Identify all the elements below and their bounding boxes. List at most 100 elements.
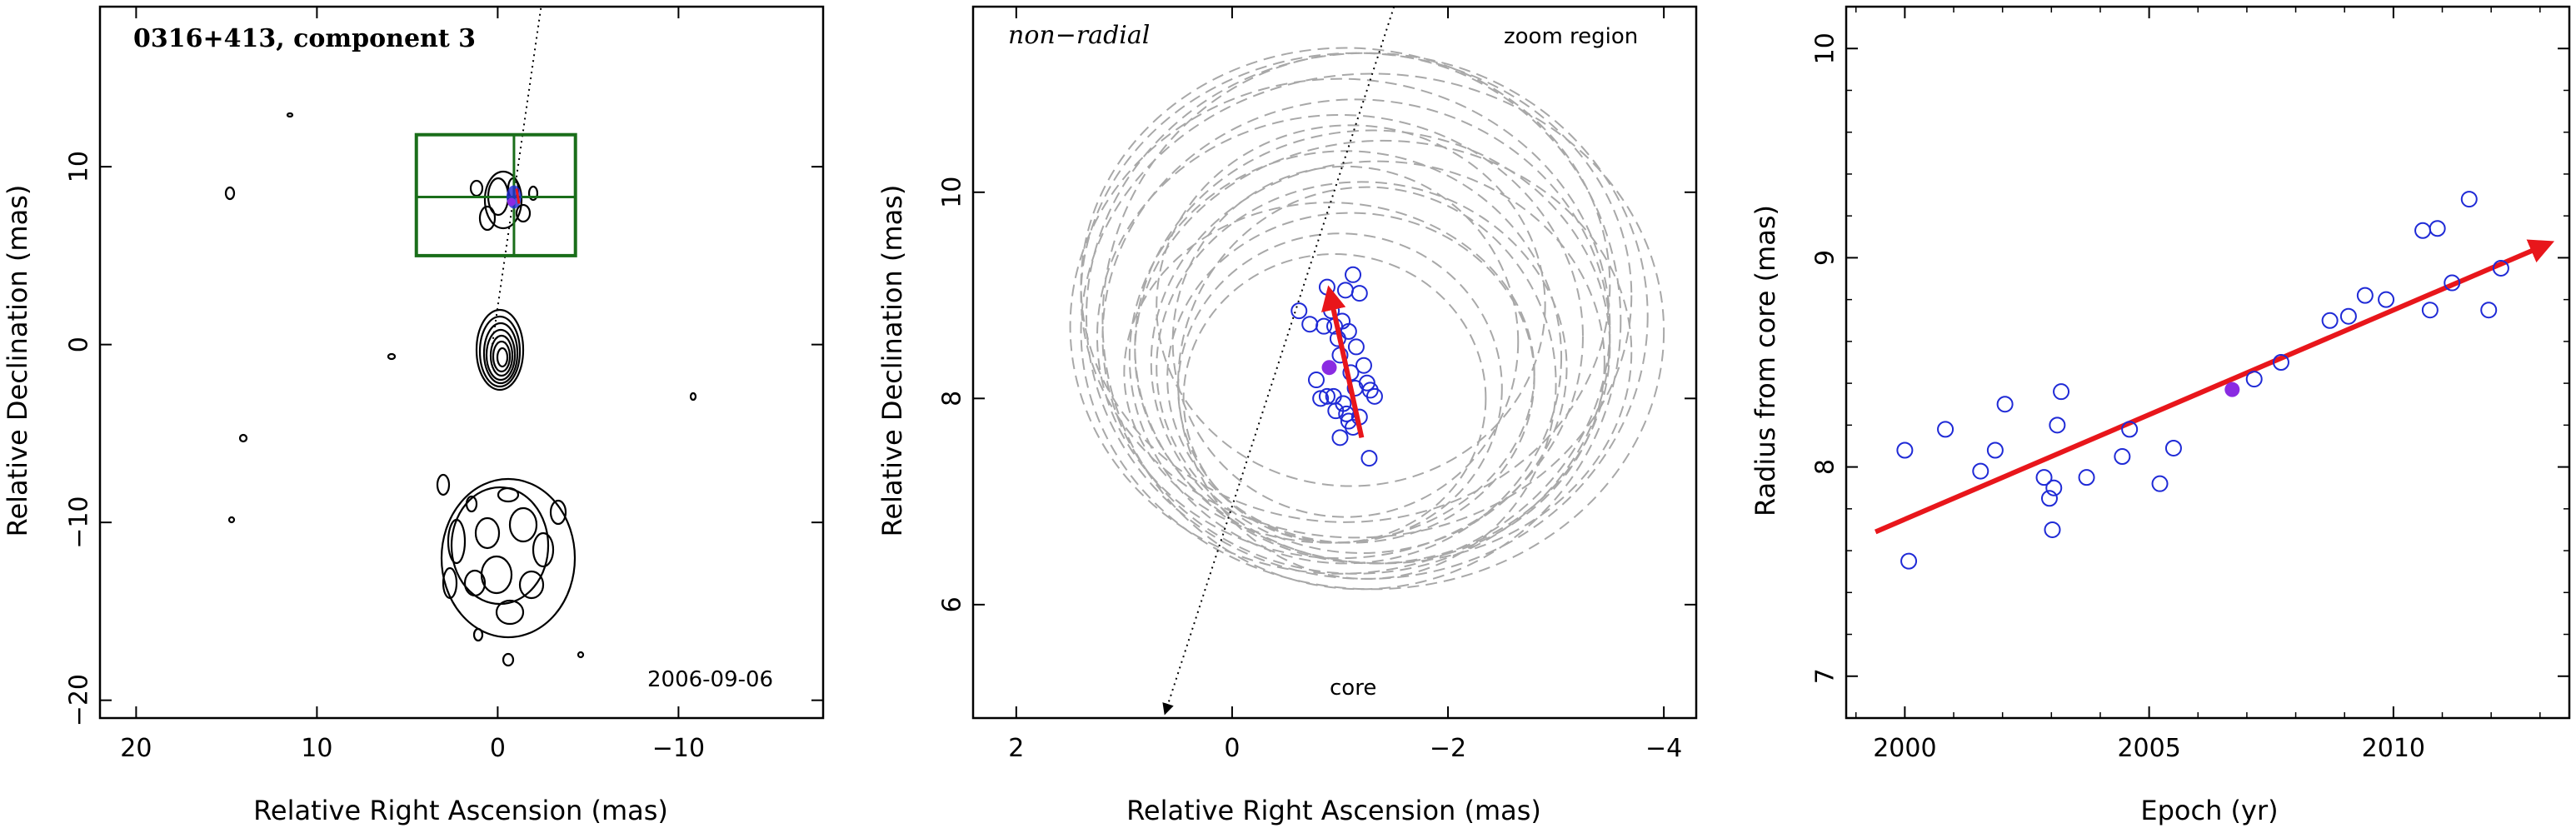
panel2-ytick-label: 10 [938, 177, 967, 208]
panel3-ytick-label: 8 [1811, 459, 1840, 475]
epoch-point [2492, 259, 2509, 277]
epoch-point [2040, 490, 2058, 507]
contour-panel: 20 10 0 −10 −20 −10 0 10 [65, 5, 825, 763]
epoch-point [1937, 421, 1954, 438]
panel1-ylabel: Relative Declination (mas) [2, 185, 33, 537]
panel1-xtick-label: 10 [301, 734, 332, 763]
panel2-xtick-label: 0 [1224, 734, 1240, 763]
epoch-point [2414, 222, 2432, 239]
panel2-xlabel: Relative Right Ascension (mas) [1126, 795, 1541, 826]
panel1-frame [98, 5, 825, 720]
panel1-xlabel: Relative Right Ascension (mas) [253, 795, 668, 826]
epoch-point [2049, 416, 2066, 434]
panel3-ytick-label: 7 [1811, 668, 1840, 684]
epoch-point [2164, 439, 2182, 456]
component-marker-dot [507, 197, 516, 207]
position-point [1318, 278, 1335, 296]
epoch-point [2356, 287, 2374, 304]
panel3-xtick-label: 2005 [2117, 734, 2180, 763]
error-circle [1069, 77, 1611, 575]
panel2-core-label: core [1330, 676, 1376, 701]
panel3-xtick-label: 2010 [2362, 734, 2425, 763]
epoch-point [2321, 312, 2339, 329]
epoch-point [2480, 302, 2498, 319]
epoch-point [2151, 475, 2169, 492]
position-point [1355, 357, 1372, 374]
panel3-xlabel: Epoch (yr) [2140, 795, 2278, 826]
error-circle [1134, 139, 1633, 565]
epoch-point [2460, 191, 2478, 208]
panel2-frame [971, 5, 1698, 720]
epoch-point [2078, 469, 2095, 486]
position-point [1350, 285, 1368, 302]
epoch-point [1986, 441, 2004, 459]
panel1-title: 0316+413, component 3 [133, 24, 476, 53]
position-point [1327, 402, 1345, 420]
error-circle [1128, 150, 1563, 565]
error-circle [1134, 129, 1611, 565]
panel1-xtick-label: 20 [120, 734, 152, 763]
panel1-ytick-label: −20 [65, 674, 94, 726]
error-circle [1156, 124, 1546, 487]
core-direction-line [1162, 6, 1395, 716]
error-circle [1080, 72, 1665, 591]
panel2-ytick-label: 8 [938, 391, 967, 407]
position-point [1361, 382, 1379, 399]
epoch-point [2421, 302, 2439, 319]
panel1-ytick-label: 10 [65, 151, 94, 182]
radius-epoch-panel: 2000 2005 2010 7 8 9 10 [1811, 5, 2571, 763]
epoch-point [2044, 521, 2061, 538]
position-point [1345, 266, 1362, 283]
epoch-point [2378, 291, 2395, 308]
current-epoch-point [1321, 360, 1337, 376]
position-point [1307, 372, 1325, 389]
trend-arrow [1875, 239, 2555, 535]
epoch-point [2272, 354, 2289, 371]
epoch-point [2035, 469, 2053, 486]
error-circle [1080, 47, 1611, 523]
epoch-point [1972, 462, 1989, 480]
epoch-point [1896, 441, 1914, 459]
panel3-frame [1845, 5, 2571, 720]
motion-arrow [1321, 285, 1365, 438]
panel1-date-label: 2006-09-06 [647, 667, 773, 692]
zoom-region-box [414, 132, 577, 257]
error-circle [1177, 186, 1557, 580]
panel2-ylabel: Relative Declination (mas) [876, 185, 908, 537]
epoch-point [2429, 220, 2446, 237]
position-point [1318, 387, 1335, 405]
epoch-point [1900, 552, 1918, 570]
ridge-line [491, 6, 542, 345]
position-point [1315, 317, 1333, 335]
epoch-point [2053, 383, 2070, 401]
position-point [1336, 282, 1354, 299]
epoch-point [1996, 396, 2014, 413]
epoch-point [2245, 371, 2263, 388]
epoch-point [2114, 448, 2131, 466]
error-circle [1182, 253, 1487, 544]
position-point [1301, 316, 1319, 333]
panel3-ytick-label: 9 [1811, 250, 1840, 266]
position-point [1331, 429, 1349, 446]
component-motion-mark [515, 188, 521, 204]
panel2-title: non−radial [1008, 21, 1150, 50]
panel1-ytick-label: 0 [65, 337, 94, 352]
panel3-ylabel: Radius from core (mas) [1750, 205, 1781, 516]
panel3-ytick-label: 10 [1811, 32, 1840, 64]
panel2-xtick-label: −2 [1430, 734, 1466, 763]
panel1-xtick-label: 0 [490, 734, 506, 763]
error-circle [1171, 165, 1520, 518]
epoch-point [2121, 421, 2139, 438]
position-point [1360, 450, 1378, 467]
current-epoch-point [2224, 382, 2240, 397]
epoch-point [2045, 479, 2063, 496]
error-circle [1096, 113, 1584, 560]
position-point [1290, 302, 1308, 320]
error-circles [1069, 47, 1665, 591]
error-circle [1086, 52, 1649, 580]
error-circle [1123, 202, 1535, 544]
error-circle [1156, 181, 1568, 554]
panel1-ytick-label: −10 [65, 496, 94, 548]
zoom-panel: 2 0 −2 −4 6 8 10 [938, 5, 1698, 763]
